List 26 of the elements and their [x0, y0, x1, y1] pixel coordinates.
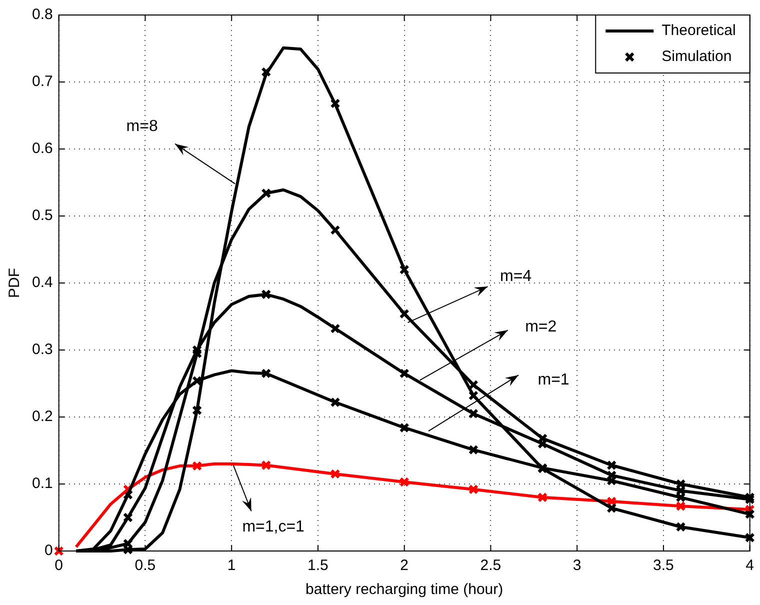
- legend-label: Simulation: [662, 48, 732, 66]
- annotation: m=2: [525, 318, 557, 336]
- annotation: m=1: [538, 371, 570, 388]
- annotation: m=1,c=1: [242, 518, 305, 536]
- y-tick-label: 0.3: [32, 341, 53, 358]
- y-tick-label: 0.2: [32, 408, 53, 426]
- y-axis-title: PDF: [6, 268, 24, 298]
- x-tick-label: 2.5: [480, 557, 502, 574]
- y-tick-label: 0.6: [32, 140, 53, 158]
- y-tick-label: 0.5: [32, 207, 53, 224]
- x-tick-label: 2: [400, 557, 409, 574]
- annotation: m=4: [500, 268, 532, 285]
- y-tick-label: 0.4: [32, 274, 53, 292]
- x-tick-label: 4: [746, 557, 754, 574]
- x-axis-title: battery recharging time (hour): [306, 581, 504, 598]
- x-tick-label: 3.5: [653, 557, 674, 574]
- x-tick-label: 3: [572, 557, 582, 574]
- y-tick-label: 0: [44, 542, 53, 560]
- y-tick-label: 0.1: [32, 475, 53, 492]
- legend-label: Theoretical: [662, 22, 736, 40]
- x-tick-label: 1.5: [308, 557, 328, 574]
- x-tick-label: 1: [227, 557, 236, 574]
- y-tick-label: 0.8: [32, 6, 53, 24]
- annotation: m=8: [126, 118, 158, 136]
- y-tick-label: 0.7: [32, 73, 53, 90]
- x-tick-label: 0.5: [134, 557, 156, 574]
